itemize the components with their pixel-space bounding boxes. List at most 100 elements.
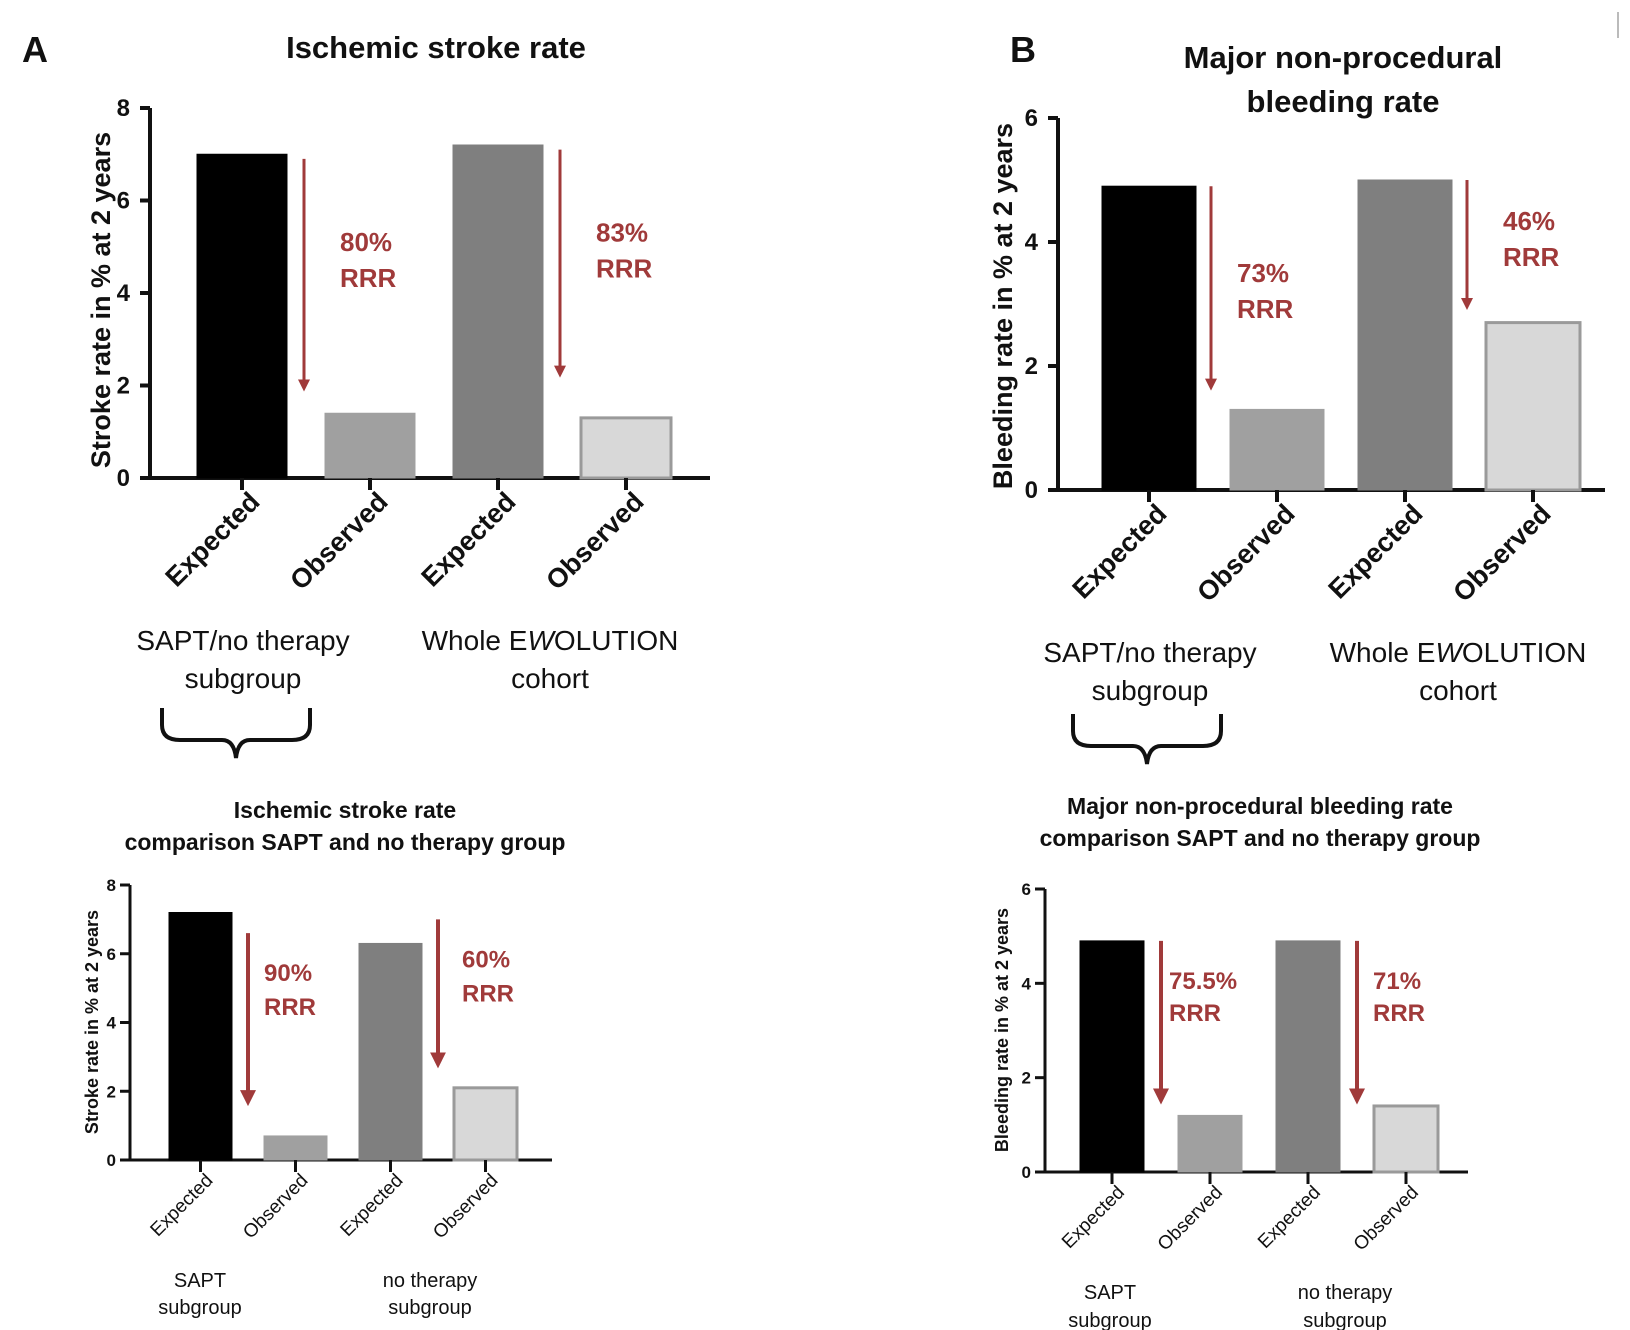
category-label: Observed bbox=[540, 486, 649, 595]
category-label: Expected bbox=[1066, 498, 1172, 604]
bar-observed-group2 bbox=[579, 416, 673, 480]
y-tick-label: 4 bbox=[117, 280, 131, 307]
rrr-annotation-line: RRR bbox=[340, 263, 397, 293]
rrr-annotation-line: 71% bbox=[1373, 968, 1421, 995]
y-axis-label: Bleeding rate in % at 2 years bbox=[988, 123, 1018, 489]
y-tick-label: 6 bbox=[1025, 105, 1038, 132]
chart-title-line: Ischemic stroke rate bbox=[286, 30, 586, 65]
bar-expected-group2 bbox=[1357, 179, 1453, 491]
group-label-line: subgroup bbox=[1092, 675, 1209, 706]
y-tick-label: 0 bbox=[117, 465, 130, 492]
bar-expected-group1 bbox=[168, 912, 233, 1161]
group-label-line: subgroup bbox=[185, 663, 302, 694]
group-label-line: subgroup bbox=[1303, 1310, 1386, 1330]
rrr-annotation-line: 60% bbox=[462, 946, 510, 973]
category-label: Observed bbox=[429, 1170, 502, 1243]
y-tick-label: 4 bbox=[107, 1014, 117, 1033]
chart-ischemic-stroke-comparison: Ischemic stroke rate comparison SAPT and … bbox=[82, 797, 565, 1319]
group-label-line: SAPT bbox=[174, 1270, 226, 1292]
panel-letter-a: A bbox=[22, 29, 48, 70]
category-label: Observed bbox=[284, 486, 393, 595]
rrr-annotation-line: 83% bbox=[596, 218, 648, 248]
panel-letter-b: B bbox=[1010, 29, 1036, 70]
rrr-annotation-line: RRR bbox=[1503, 242, 1560, 272]
category-label: Expected bbox=[159, 486, 265, 592]
y-tick-label: 2 bbox=[1025, 353, 1038, 380]
chart-title-line: Major non-procedural bleeding rate bbox=[1067, 793, 1453, 819]
bar-expected-group1 bbox=[196, 153, 288, 479]
rrr-annotation-line: RRR bbox=[264, 994, 316, 1021]
y-axis-label: Stroke rate in % at 2 years bbox=[86, 132, 116, 468]
chart-bleeding-top: Major non-procedural bleeding rate Bleedin… bbox=[988, 40, 1605, 706]
rrr-annotation-line: RRR bbox=[1169, 1000, 1221, 1027]
bar-expected-group2 bbox=[1275, 940, 1341, 1173]
bar-expected-group2 bbox=[358, 942, 423, 1161]
rrr-annotation-line: RRR bbox=[596, 254, 653, 284]
rrr-annotation-line: RRR bbox=[1237, 294, 1294, 324]
brace-a bbox=[160, 708, 312, 759]
group-label-line: SAPT/no therapy bbox=[136, 625, 349, 656]
y-tick-label: 6 bbox=[117, 188, 130, 215]
y-tick-label: 8 bbox=[107, 876, 116, 895]
group-label-line: subgroup bbox=[388, 1297, 471, 1319]
chart-title-line: Ischemic stroke rate bbox=[234, 797, 456, 823]
bar-observed-group1 bbox=[1177, 1114, 1243, 1173]
group-label-line: SAPT bbox=[1084, 1282, 1136, 1304]
bar-observed-group2 bbox=[1372, 1104, 1440, 1174]
rrr-annotation-line: 90% bbox=[264, 960, 312, 987]
bar-expected-group1 bbox=[1101, 185, 1197, 491]
y-tick-label: 0 bbox=[107, 1151, 116, 1170]
category-label: Observed bbox=[1350, 1182, 1423, 1255]
group-label-line: subgroup bbox=[158, 1297, 241, 1319]
y-tick-label: 2 bbox=[107, 1082, 116, 1101]
chart-ischemic-stroke-top: Ischemic stroke rate Stroke rate in % at … bbox=[86, 30, 710, 694]
rrr-annotation-line: 75.5% bbox=[1169, 968, 1237, 995]
category-label: Expected bbox=[1058, 1182, 1129, 1253]
y-tick-label: 4 bbox=[1022, 974, 1032, 993]
y-tick-label: 2 bbox=[117, 373, 130, 400]
category-label: Expected bbox=[1322, 498, 1428, 604]
brace-b bbox=[1071, 714, 1223, 765]
bar-expected-group1 bbox=[1079, 940, 1145, 1173]
group-label-line: cohort bbox=[511, 663, 589, 694]
chart-title-line: comparison SAPT and no therapy group bbox=[125, 829, 566, 855]
y-axis-label: Stroke rate in % at 2 years bbox=[82, 910, 102, 1134]
category-label: Expected bbox=[337, 1170, 408, 1241]
category-label: Observed bbox=[239, 1170, 312, 1243]
bar-observed-group1 bbox=[1229, 408, 1325, 491]
category-label: Observed bbox=[1191, 498, 1300, 607]
y-axis-label: Bleeding rate in % at 2 years bbox=[992, 908, 1012, 1152]
group-label-line: Whole EWOLUTION bbox=[1330, 637, 1587, 668]
group-label-line: cohort bbox=[1419, 675, 1497, 706]
chart-title-line: Major non-procedural bbox=[1184, 40, 1503, 75]
y-tick-label: 6 bbox=[107, 945, 116, 964]
group-label-line: no therapy bbox=[1298, 1282, 1393, 1304]
rrr-annotation-line: 80% bbox=[340, 227, 392, 257]
chart-title-line: bleeding rate bbox=[1247, 84, 1440, 119]
rrr-annotation-line: 46% bbox=[1503, 206, 1555, 236]
y-tick-label: 8 bbox=[117, 95, 130, 122]
group-label-line: no therapy bbox=[383, 1270, 478, 1292]
chart-bleeding-comparison: Major non-procedural bleeding rate compar… bbox=[992, 793, 1480, 1330]
rrr-annotation-line: RRR bbox=[1373, 1000, 1425, 1027]
group-label-line: subgroup bbox=[1068, 1310, 1151, 1330]
bar-observed-group2 bbox=[452, 1086, 519, 1162]
y-tick-label: 2 bbox=[1022, 1069, 1031, 1088]
group-label-line: SAPT/no therapy bbox=[1043, 637, 1256, 668]
y-tick-label: 0 bbox=[1025, 477, 1038, 504]
category-label: Observed bbox=[1447, 498, 1556, 607]
chart-title-line: comparison SAPT and no therapy group bbox=[1040, 825, 1481, 851]
rrr-annotation-line: 73% bbox=[1237, 258, 1289, 288]
bar-observed-group1 bbox=[324, 412, 416, 479]
category-label: Expected bbox=[1254, 1182, 1325, 1253]
bar-expected-group2 bbox=[452, 144, 544, 479]
bar-observed-group2 bbox=[1484, 321, 1582, 492]
y-tick-label: 0 bbox=[1022, 1163, 1031, 1182]
group-label-line: Whole EWOLUTION bbox=[422, 625, 679, 656]
category-label: Observed bbox=[1154, 1182, 1227, 1255]
y-tick-label: 4 bbox=[1025, 229, 1039, 256]
y-tick-label: 6 bbox=[1022, 880, 1031, 899]
rrr-annotation-line: RRR bbox=[462, 980, 514, 1007]
category-label: Expected bbox=[147, 1170, 218, 1241]
